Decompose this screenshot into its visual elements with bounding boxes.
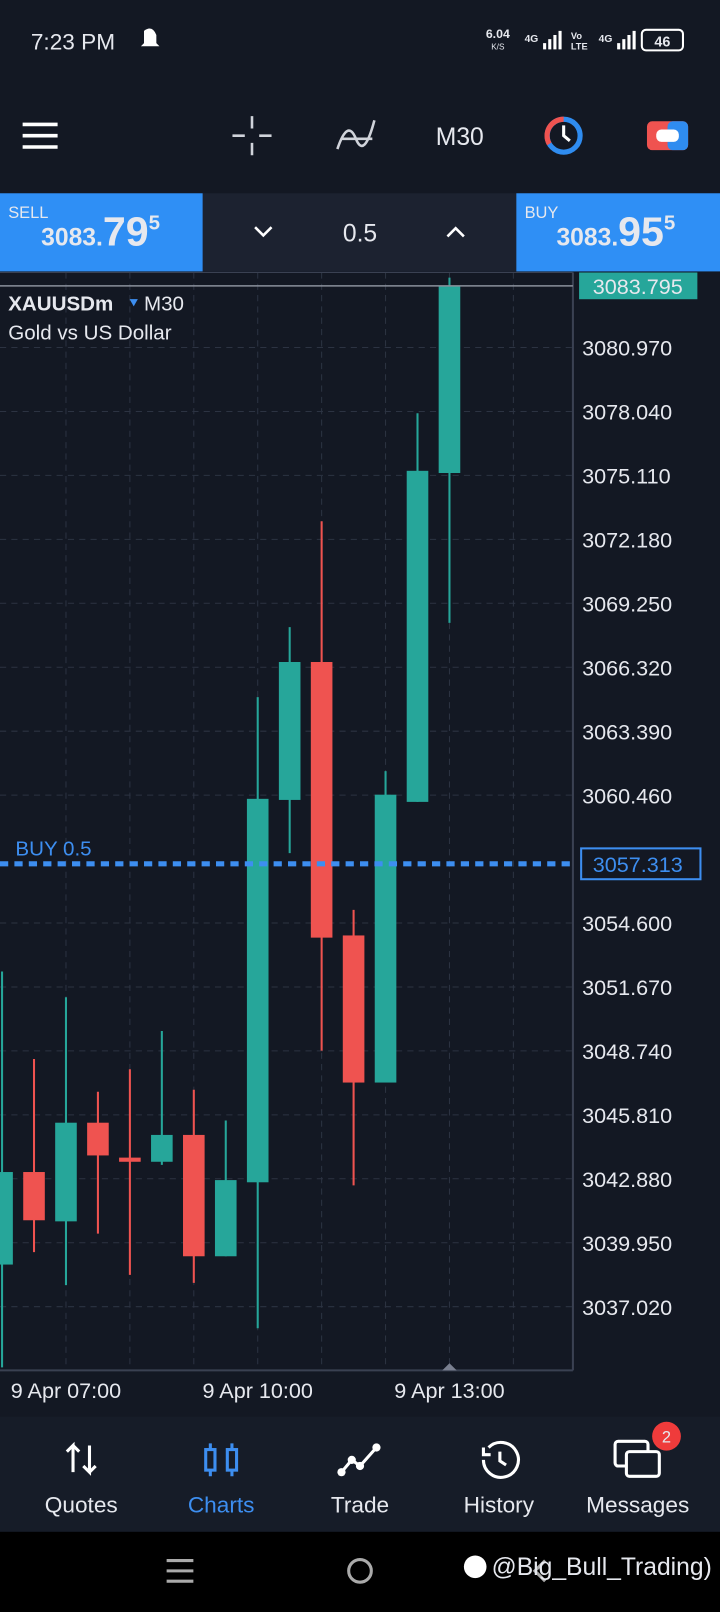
status-speed-unit: K/S [491,42,505,51]
y-tick-label: 3075.110 [582,464,670,489]
candle-body [0,1172,13,1265]
y-tick-label: 3048.740 [582,1039,672,1064]
y-tick-label: 3069.250 [582,592,672,617]
nav-item[interactable]: Messages [586,1492,689,1517]
status-network: 4G [525,34,539,45]
buy-price: 3083.955 [556,209,675,255]
y-tick-label: 3078.040 [582,400,672,425]
candle-body [119,1157,141,1162]
x-tick-label: 9 Apr 13:00 [394,1378,504,1403]
trade-icon [337,1443,381,1477]
candle-body [23,1172,45,1221]
menu-button[interactable] [22,122,58,149]
badge [652,1421,681,1451]
sell-price: 3083.795 [41,209,160,255]
history-icon [481,1440,520,1479]
sell-price-big: 79 [103,209,149,255]
symbol-description: Gold vs US Dollar [8,321,171,344]
y-tick-label: 3045.810 [582,1103,672,1128]
candle-body [278,661,301,800]
buy-price-big: 95 [618,209,664,255]
symbol[interactable]: XAUUSDm [8,292,113,315]
recents-button[interactable] [166,1559,194,1583]
sell-price-sup: 5 [149,211,160,234]
y-tick-label: 3039.950 [582,1231,672,1256]
sell-button[interactable] [0,193,203,272]
volume[interactable]: 0.5 [343,221,377,248]
y-tick-label: 3051.670 [582,975,672,1000]
status-time: 7:23 PM [31,29,115,54]
current-bar-marker [442,1363,457,1371]
price-label-box [579,272,698,300]
order-label: BUY 0.5 [15,838,91,861]
x-tick-label: 9 Apr 07:00 [11,1378,121,1403]
symbol-dropdown[interactable] [129,299,138,307]
back-button[interactable] [532,1559,547,1583]
candle-body [214,1180,237,1257]
candle-body [246,798,269,1183]
candle-body [342,935,365,1083]
candle-body [406,470,429,802]
candle-body [151,1134,173,1162]
charts-icon [204,1443,239,1477]
nav-bar [0,1416,720,1532]
candle-body [55,1122,77,1222]
order-price-label: 3057.313 [593,852,683,877]
nav-item[interactable]: History [464,1492,535,1517]
buy-label: BUY [525,204,559,222]
status-network: LTE [571,41,588,51]
nav-item[interactable]: Quotes [45,1492,118,1517]
watermark: @Big_Bull_Trading) [492,1554,712,1581]
x-tick-label: 9 Apr 10:00 [203,1378,313,1403]
volume-down-button[interactable] [254,226,273,238]
candle-body [438,285,461,473]
battery-icon [640,28,684,52]
status-network: Vo [571,31,582,41]
y-tick-label: 3037.020 [582,1295,672,1320]
signal-icon [617,30,636,50]
nav-item[interactable]: Trade [331,1492,389,1517]
home-button[interactable] [347,1558,373,1584]
timeframe-button[interactable]: M30 [436,124,484,151]
battery-level: 46 [654,34,670,50]
sell-label: SELL [8,204,48,222]
y-tick-label: 3054.600 [582,911,672,936]
nav-item[interactable]: Charts [188,1492,255,1517]
buy-price-sup: 5 [664,211,675,234]
trade-clock-button[interactable] [544,116,583,155]
sell-price-main: 3083. [41,225,103,252]
y-tick-label: 3060.460 [582,783,672,808]
indicators-button[interactable] [336,119,376,150]
y-tick-label: 3072.180 [582,528,672,553]
y-tick-label: 3080.970 [582,336,672,361]
status-speed: 6.04 [486,27,510,41]
crosshair-button[interactable] [232,116,272,156]
buy-button[interactable] [516,193,720,272]
one-click-button[interactable] [646,121,689,151]
status-icon [140,28,160,47]
quotes-icon [65,1441,97,1476]
chart: 3037.020 3039.950 3042.880 3045.810 3048.740… [0,271,702,1403]
candle-body [183,1134,205,1257]
candle-body [374,794,397,1083]
y-tick-label: 3042.880 [582,1167,672,1192]
candle-body [87,1122,109,1156]
volume-up-button[interactable] [446,226,465,238]
messages-icon [613,1439,661,1478]
order-price-box [580,847,702,881]
candle-body [310,661,333,938]
facebook-icon [463,1555,487,1579]
badge-count: 2 [662,1428,671,1446]
price-label: 3083.795 [593,274,683,299]
signal-icon [543,30,562,50]
status-network: 4G [599,34,613,45]
chart-timeframe: M30 [144,292,184,315]
y-tick-label: 3063.390 [582,719,672,744]
system-bar [0,1531,720,1612]
buy-price-main: 3083. [556,225,618,252]
y-tick-label: 3066.320 [582,655,672,680]
